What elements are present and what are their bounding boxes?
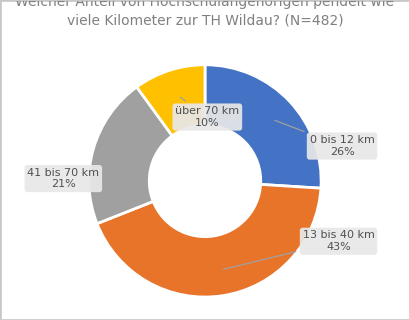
Text: 0 bis 12 km
26%: 0 bis 12 km 26%: [274, 120, 373, 157]
Text: 41 bis 70 km
21%: 41 bis 70 km 21%: [27, 157, 114, 189]
Text: über 70 km
10%: über 70 km 10%: [175, 97, 239, 128]
Wedge shape: [137, 65, 204, 136]
Title: Welcher Anteil von Hochschulangehörigen pendelt wie
viele Kilometer zur TH Wilda: Welcher Anteil von Hochschulangehörigen …: [16, 0, 393, 28]
Text: 13 bis 40 km
43%: 13 bis 40 km 43%: [222, 230, 373, 269]
Wedge shape: [97, 184, 320, 297]
Wedge shape: [204, 65, 320, 188]
Wedge shape: [89, 87, 172, 224]
